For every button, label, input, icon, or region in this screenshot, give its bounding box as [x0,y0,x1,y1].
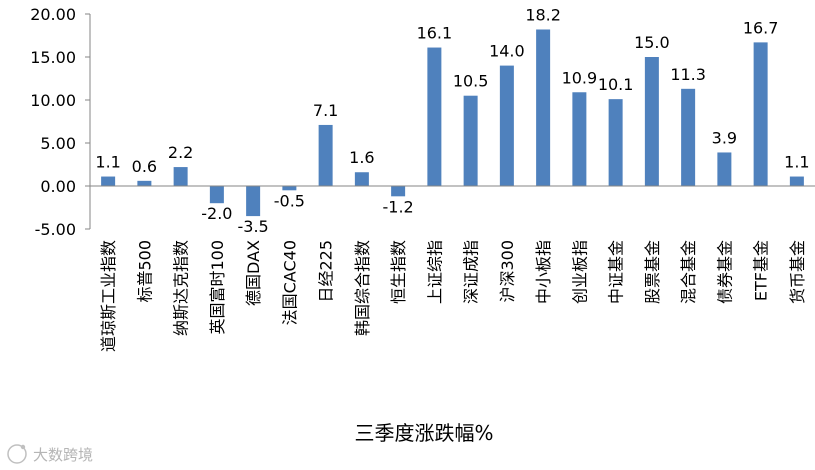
data-label: 16.1 [417,24,453,43]
data-label: 1.1 [784,153,809,172]
category-label: 创业板指 [570,240,589,304]
category-labels: 道琼斯工业指数 标普500 纳斯达克指数 英国富时100 德国DAX 法国CAC40 日经2… [99,240,807,352]
bars [90,29,815,217]
bar [681,88,696,186]
data-label: -1.2 [383,197,414,216]
data-label: 14.0 [489,42,525,61]
category-label: 上证综指 [425,240,444,304]
bar [536,29,551,187]
watermark-logo-dot-icon [20,444,26,450]
data-label: 7.1 [313,101,338,120]
bar [101,176,116,186]
y-tick-label: -5.00 [35,220,76,239]
bar [318,124,333,186]
bar [246,186,261,217]
y-tick-label: 20.00 [30,5,76,24]
data-label: 18.2 [525,5,561,24]
category-label: 英国富时100 [208,240,227,335]
category-label: 深证成指 [462,240,481,304]
category-label: 沪深300 [498,240,517,303]
data-label: 10.9 [562,68,598,87]
data-label: 10.5 [453,72,489,91]
bar [209,186,224,204]
data-label: 1.6 [349,148,374,167]
y-tick-label: 10.00 [30,91,76,110]
category-label: 中小板指 [534,240,553,304]
bar [608,99,623,186]
bar [644,57,659,186]
data-label: 10.1 [598,75,634,94]
bar [173,167,188,186]
bar [789,176,804,186]
data-label: 11.3 [670,65,706,84]
bar [391,186,406,197]
category-label: 中证基金 [607,240,626,304]
category-label: 债券基金 [715,240,734,304]
bar [717,152,732,186]
category-label: 德国DAX [244,240,263,306]
bar [572,92,587,186]
bar [137,180,152,186]
category-label: 货币基金 [788,240,807,304]
y-axis: -5.00 0.00 5.00 10.00 15.00 20.00 [30,5,91,239]
bar [427,47,442,186]
data-label: -3.5 [238,217,269,236]
data-labels: 1.1 0.62.2-2.0-3.5-0.57.11.6-1.216.110.51… [95,5,809,236]
category-label: 日经225 [317,240,336,303]
data-label: -0.5 [274,191,305,210]
data-label: 0.6 [132,157,157,176]
watermark-logo-icon [7,444,27,464]
bar [354,172,369,186]
data-label: -2.0 [201,204,232,223]
data-label: 16.7 [743,18,779,37]
category-label: 道琼斯工业指数 [99,240,118,352]
data-label: 15.0 [634,33,670,52]
watermark-text: 大数跨境 [33,446,93,464]
watermark: 大数跨境 [7,444,93,464]
category-label: 恒生指数 [389,240,408,304]
category-label: 纳斯达克指数 [172,240,191,336]
bar [753,42,768,186]
bar [282,186,297,191]
bar [463,95,478,186]
category-label: 混合基金 [679,240,698,304]
data-label: 3.9 [712,128,737,147]
data-label: 2.2 [168,143,193,162]
y-tick-label: 5.00 [40,134,76,153]
data-label: 1.1 [95,153,120,172]
category-label: 股票基金 [643,240,662,304]
x-axis-title: 三季度涨跌幅% [354,421,493,445]
y-tick-label: 0.00 [40,177,76,196]
category-label: ETF基金 [752,240,771,301]
y-tick-label: 15.00 [30,48,76,67]
category-label: 法国CAC40 [280,240,299,325]
category-label: 韩国综合指数 [353,240,372,336]
bar [499,65,514,186]
category-label: 标普500 [135,240,154,303]
